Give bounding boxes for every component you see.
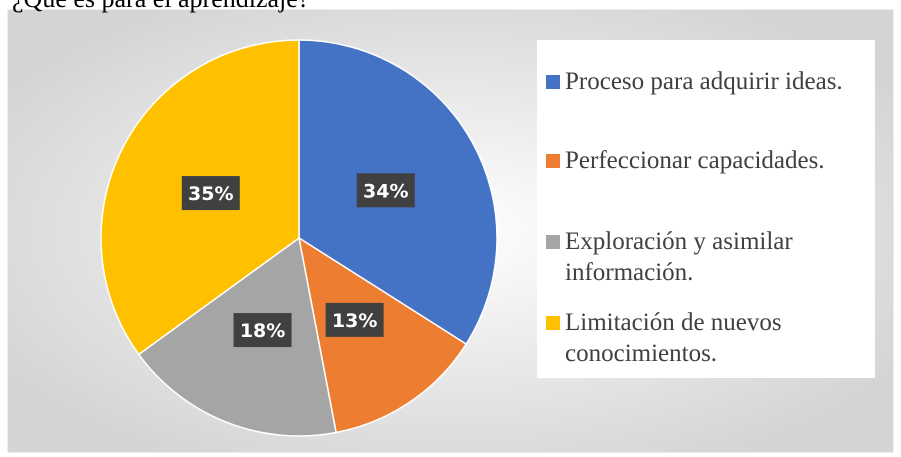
legend-item: Perfeccionar capacidades. (546, 145, 871, 176)
legend-label: Proceso para adquirir ideas. (565, 68, 843, 95)
data-label: 35% (188, 183, 233, 205)
legend-item: Exploración y asimilar información. (546, 226, 871, 288)
legend-swatch (546, 235, 560, 249)
data-label: 34% (363, 180, 408, 202)
data-label: 18% (240, 320, 285, 342)
legend-label: Limitación de nuevos conocimientos. (565, 309, 782, 367)
data-label-box (181, 176, 240, 211)
legend-label: Exploración y asimilar información. (565, 228, 793, 286)
chart-title: ¿Qué es para el aprendizaje? (12, 0, 309, 14)
data-label-box (233, 313, 292, 348)
data-label-box (356, 173, 415, 208)
data-label-box (325, 302, 384, 337)
legend-label: Perfeccionar capacidades. (565, 147, 825, 174)
legend-swatch (546, 316, 560, 330)
legend-item: Proceso para adquirir ideas. (546, 66, 871, 97)
legend: Proceso para adquirir ideas. Perfeccionar… (537, 40, 875, 378)
legend-swatch (546, 75, 560, 89)
legend-item: Limitación de nuevos conocimientos. (546, 307, 871, 369)
data-label: 13% (332, 310, 377, 332)
legend-swatch (546, 154, 560, 168)
